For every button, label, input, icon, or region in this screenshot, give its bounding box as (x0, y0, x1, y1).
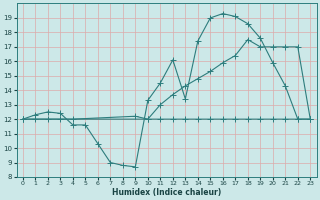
X-axis label: Humidex (Indice chaleur): Humidex (Indice chaleur) (112, 188, 221, 197)
